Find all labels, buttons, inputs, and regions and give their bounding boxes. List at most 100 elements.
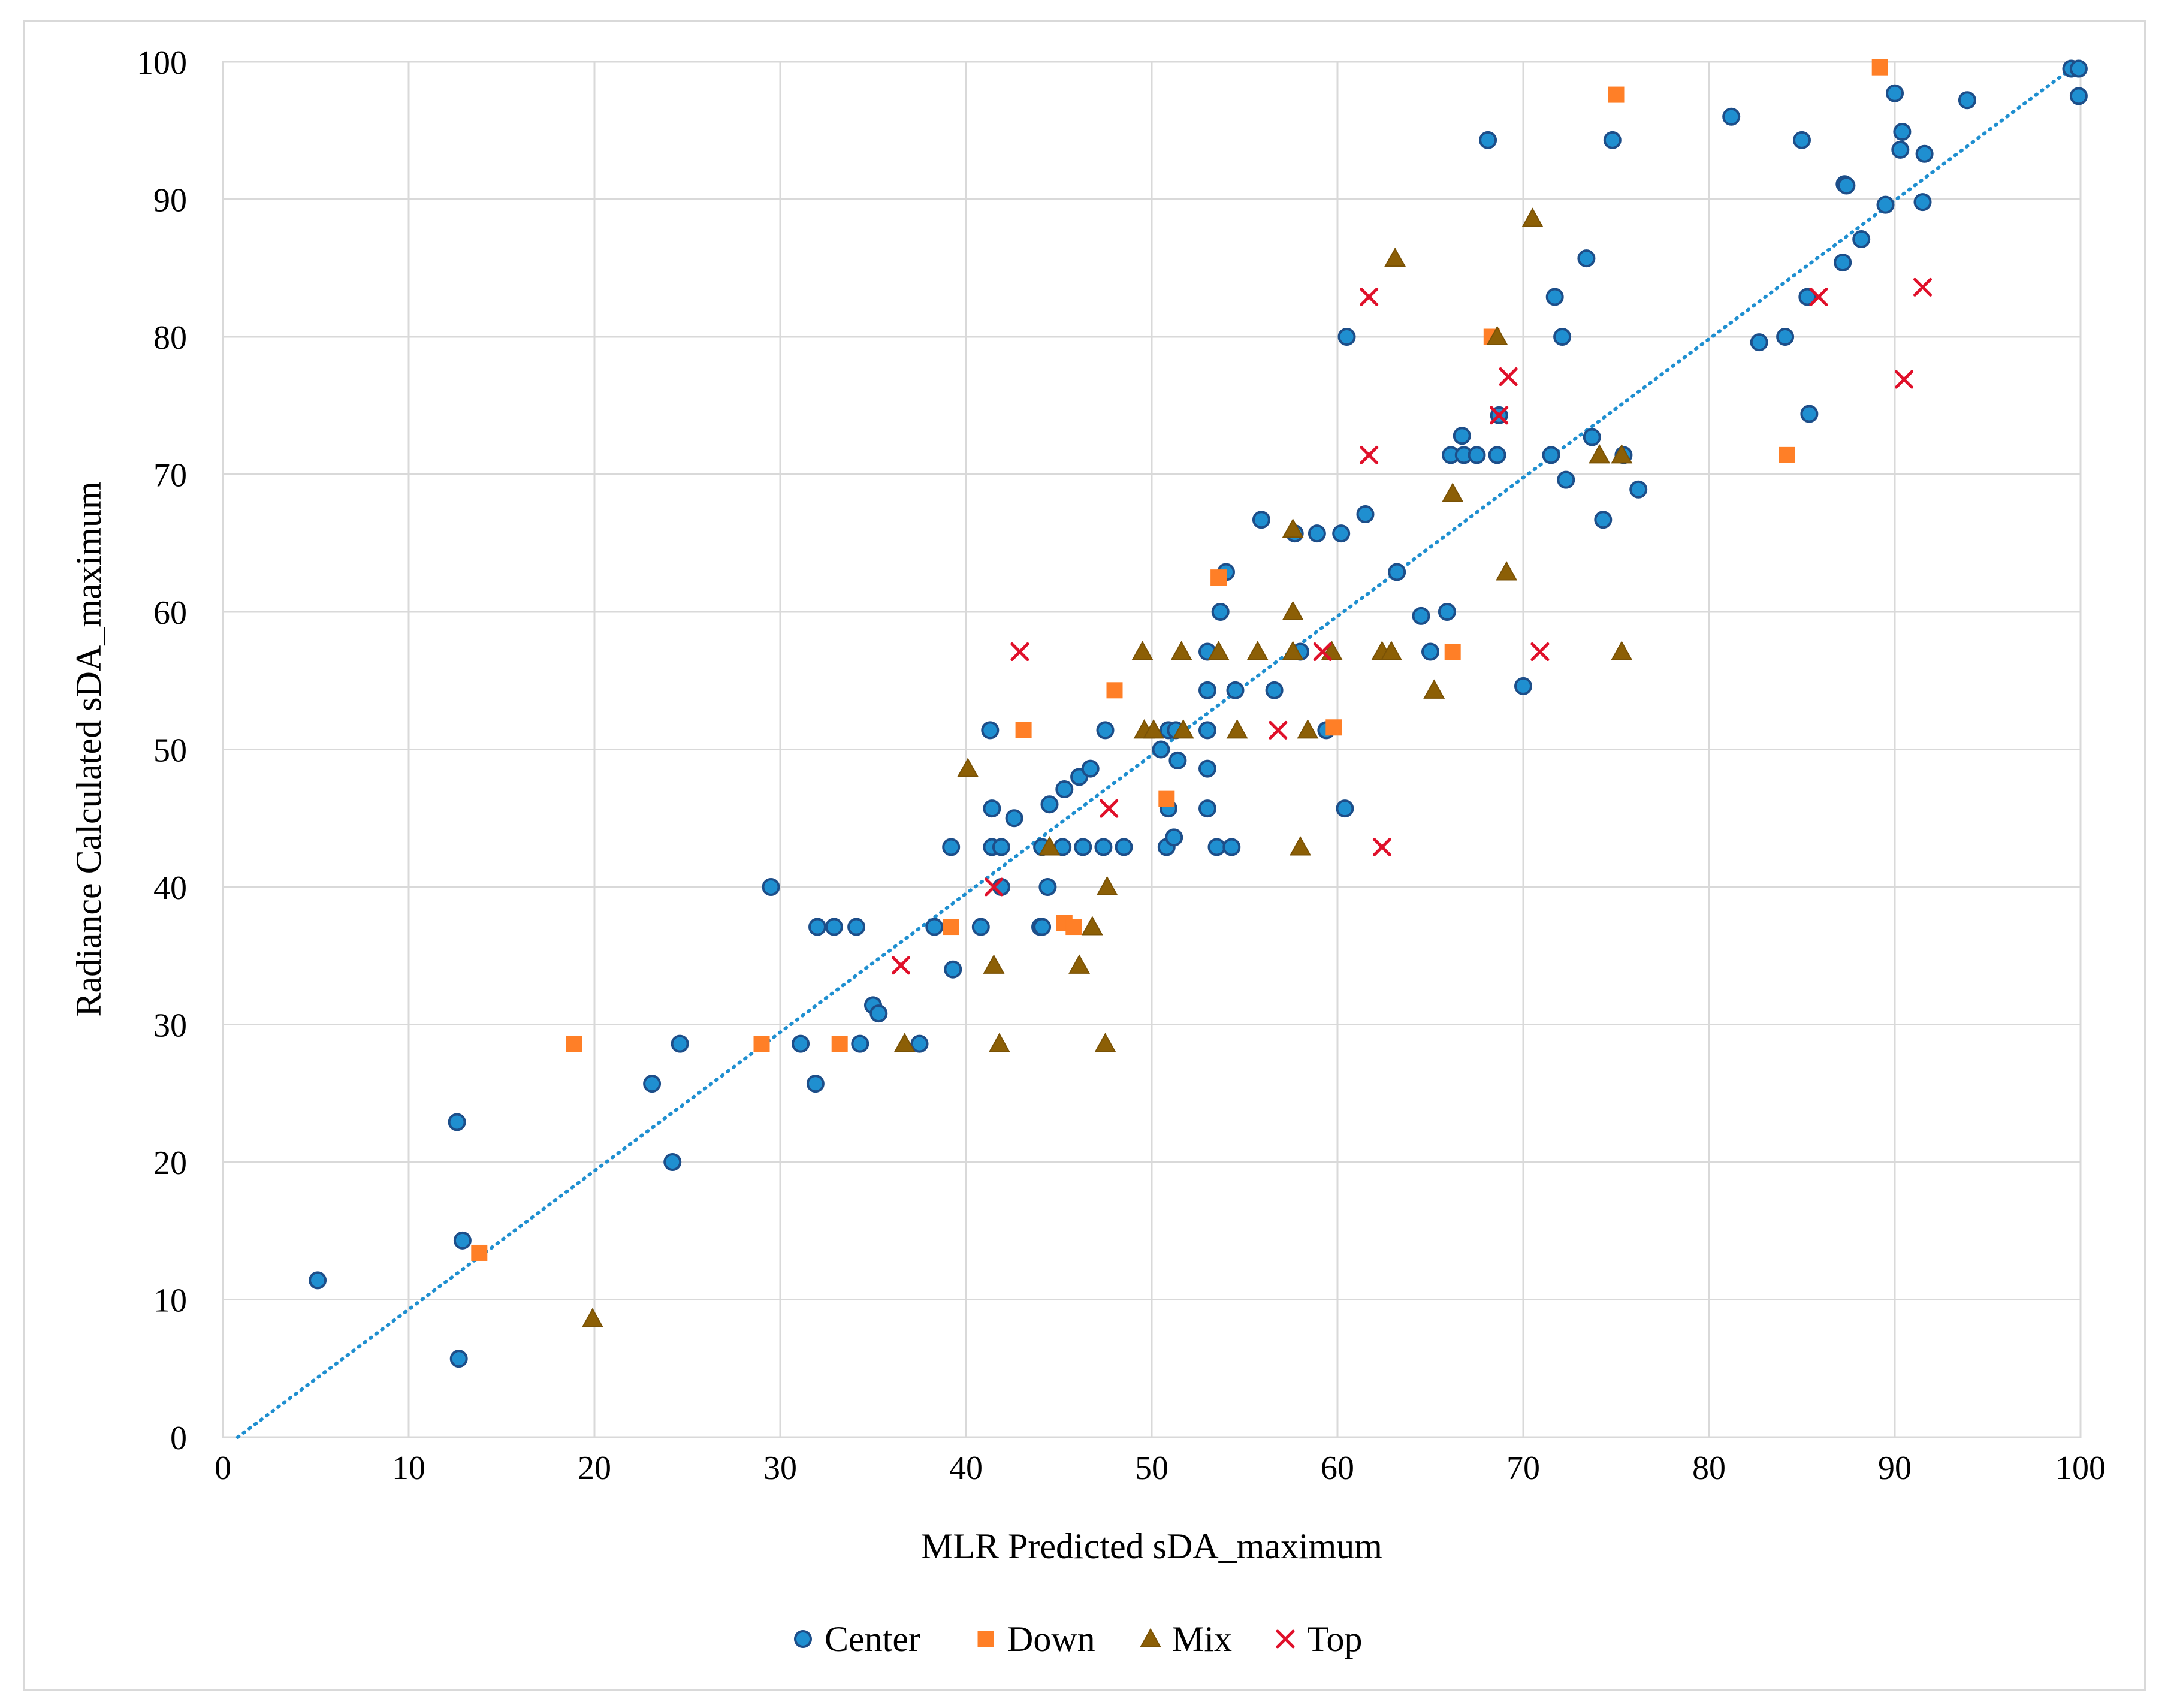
- point-down: [566, 1036, 582, 1052]
- point-center: [1421, 642, 1439, 661]
- point-center: [1852, 230, 1871, 249]
- point-mix: [1068, 954, 1091, 974]
- point-mix: [1442, 482, 1464, 502]
- x-tick-label: 30: [763, 1450, 797, 1487]
- legend: Center Down Mix Top: [794, 1619, 1362, 1659]
- point-center: [2069, 59, 2088, 78]
- x-tick-label: 100: [2055, 1450, 2106, 1487]
- point-center: [1891, 140, 1910, 159]
- point-center: [1776, 328, 1795, 346]
- y-tick-label: 30: [153, 1007, 187, 1045]
- point-mix: [1226, 719, 1248, 739]
- point-center: [1915, 144, 1934, 163]
- point-mix: [1486, 325, 1508, 345]
- point-center: [762, 878, 780, 896]
- y-tick-label: 80: [153, 319, 187, 357]
- point-center: [1793, 131, 1811, 149]
- x-marker-stroke: [985, 877, 1003, 897]
- point-mix: [1094, 1033, 1116, 1052]
- point-center: [1356, 505, 1375, 524]
- point-center: [671, 1034, 689, 1053]
- point-mix: [1297, 719, 1319, 739]
- point-mix: [1038, 836, 1061, 856]
- point-center: [981, 721, 1000, 740]
- y-tick-label: 10: [153, 1282, 187, 1320]
- point-top: [985, 877, 1003, 897]
- point-center: [942, 838, 961, 856]
- point-center: [1252, 511, 1270, 529]
- x-tick-label: 20: [578, 1450, 611, 1487]
- point-center: [1265, 681, 1284, 699]
- point-mix: [1207, 641, 1230, 660]
- x-marker-stroke: [1530, 642, 1550, 662]
- x-marker-stroke: [1490, 406, 1509, 425]
- point-center: [1603, 131, 1622, 149]
- x-marker-stroke: [1360, 287, 1379, 306]
- point-mix: [1282, 600, 1304, 620]
- point-center: [992, 838, 1010, 856]
- point-center: [1198, 759, 1216, 778]
- point-top: [1913, 277, 1932, 297]
- legend-marker-top: [1276, 1629, 1295, 1649]
- point-center: [925, 918, 944, 936]
- point-center: [1800, 405, 1819, 423]
- point-center: [1055, 780, 1074, 799]
- point-mix: [988, 1033, 1010, 1052]
- point-center: [1412, 606, 1430, 625]
- point-mix: [1380, 641, 1402, 660]
- series-center: [309, 59, 2088, 1368]
- point-center: [1629, 480, 1648, 499]
- point-center: [1337, 328, 1356, 346]
- legend-label: Top: [1307, 1619, 1362, 1659]
- point-center: [792, 1034, 810, 1053]
- point-center: [1438, 603, 1456, 621]
- point-center: [1165, 828, 1183, 847]
- point-center: [910, 1034, 929, 1053]
- x-marker-stroke: [1895, 370, 1913, 389]
- point-center: [663, 1153, 682, 1171]
- y-tick-label: 70: [153, 457, 187, 494]
- legend-item-mix: Mix: [1140, 1619, 1232, 1659]
- point-center: [1594, 511, 1613, 529]
- x-marker-stroke: [1276, 1629, 1295, 1649]
- point-down: [943, 919, 959, 936]
- point-top: [1360, 445, 1379, 464]
- point-center: [1468, 446, 1486, 464]
- legend-item-top: Top: [1276, 1619, 1362, 1659]
- point-center: [1837, 176, 1856, 195]
- x-tick-label: 90: [1878, 1450, 1912, 1487]
- x-axis-title: MLR Predicted sDA_maximum: [921, 1526, 1382, 1566]
- point-center: [808, 918, 826, 936]
- point-center: [2069, 87, 2088, 105]
- point-center: [806, 1075, 825, 1093]
- x-marker-stroke: [1913, 277, 1932, 297]
- point-mix: [983, 954, 1005, 974]
- series-top: [892, 277, 1932, 975]
- point-center: [1152, 740, 1170, 759]
- x-marker-stroke: [892, 956, 910, 975]
- point-down: [1444, 644, 1461, 660]
- legend-marker-mix: [1140, 1628, 1161, 1647]
- x-tick-label: 70: [1506, 1450, 1540, 1487]
- point-center: [1094, 838, 1113, 856]
- point-center: [1336, 799, 1354, 818]
- point-center: [825, 918, 843, 936]
- point-mix: [1384, 247, 1406, 267]
- point-center: [1198, 721, 1216, 740]
- point-center: [1545, 288, 1564, 306]
- y-tick-label: 100: [137, 44, 187, 82]
- point-center: [1198, 681, 1216, 699]
- point-mix: [1172, 719, 1194, 739]
- point-center: [1308, 524, 1326, 543]
- y-tick-label: 50: [153, 732, 187, 769]
- point-center: [1332, 524, 1351, 543]
- legend-item-down: Down: [977, 1619, 1095, 1659]
- point-mix: [1170, 641, 1192, 660]
- x-tick-label: 80: [1692, 1450, 1726, 1487]
- series-mix: [581, 207, 1633, 1327]
- point-center: [1207, 838, 1226, 856]
- point-center: [309, 1271, 327, 1290]
- point-top: [892, 956, 910, 975]
- y-tick-label: 0: [170, 1420, 187, 1457]
- point-top: [1010, 642, 1029, 662]
